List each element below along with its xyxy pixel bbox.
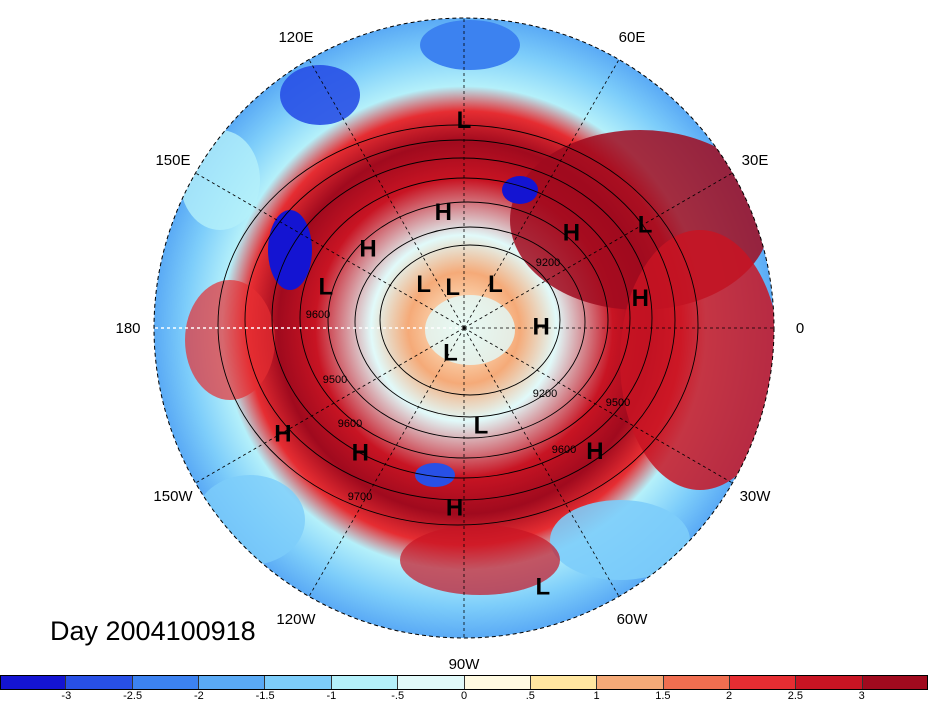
colorbar-segment bbox=[530, 675, 598, 689]
graticule bbox=[154, 18, 774, 638]
colorbar-tick-label: 2 bbox=[726, 690, 733, 702]
anomaly-blob bbox=[420, 20, 520, 70]
colorbar-tick-label: 1 bbox=[593, 690, 600, 702]
colorbar-tick-label: 1.5 bbox=[655, 690, 671, 702]
longitude-label: 150E bbox=[155, 152, 190, 169]
low-pressure-marker: L bbox=[318, 274, 333, 301]
colorbar bbox=[0, 675, 928, 689]
colorbar-segment bbox=[331, 675, 399, 689]
longitude-label: 30E bbox=[742, 152, 769, 169]
longitude-label: 120W bbox=[276, 611, 316, 628]
longitude-label: 90E bbox=[451, 0, 478, 1]
anomaly-blob bbox=[550, 500, 690, 580]
contour-label: 9700 bbox=[348, 491, 372, 503]
longitude-label: 180 bbox=[115, 320, 140, 337]
high-pressure-marker: H bbox=[435, 199, 452, 226]
longitude-label: 90W bbox=[449, 656, 481, 673]
colorbar-segment bbox=[0, 675, 67, 689]
anomaly-blob bbox=[280, 65, 360, 125]
colorbar-segment bbox=[265, 675, 332, 689]
high-pressure-marker: H bbox=[563, 219, 580, 246]
longitude-label: 150W bbox=[153, 488, 193, 505]
anomaly-blob bbox=[502, 176, 538, 204]
day-title: Day 2004100918 bbox=[50, 616, 256, 646]
longitude-label: 30W bbox=[740, 488, 772, 505]
contour-label: 9200 bbox=[533, 388, 557, 400]
colorbar-tick-label: 0 bbox=[460, 690, 468, 702]
contour-label: 9600 bbox=[338, 418, 362, 430]
colorbar-segment bbox=[862, 675, 928, 689]
anomaly-blob bbox=[185, 280, 275, 400]
contour-label: 9600 bbox=[552, 444, 576, 456]
low-pressure-marker: L bbox=[535, 574, 550, 601]
longitude-label: 60W bbox=[617, 611, 649, 628]
high-pressure-marker: H bbox=[352, 440, 369, 467]
colorbar-segment bbox=[66, 675, 133, 689]
low-pressure-marker: L bbox=[443, 340, 458, 367]
colorbar-segment bbox=[796, 675, 863, 689]
high-pressure-marker: H bbox=[533, 313, 550, 340]
colorbar-tick-label: -2 bbox=[194, 690, 204, 702]
high-pressure-marker: H bbox=[446, 495, 463, 522]
colorbar-segment bbox=[663, 675, 730, 689]
colorbar-tick-label: -1 bbox=[326, 690, 337, 702]
high-pressure-marker: H bbox=[274, 421, 291, 448]
colorbar-segment bbox=[132, 675, 200, 689]
colorbar-segment bbox=[199, 675, 266, 689]
colorbar-tick-label: -1.5 bbox=[255, 690, 275, 702]
colorbar-tick-label: 2.5 bbox=[787, 690, 804, 702]
colorbar-tick-label: -.5 bbox=[391, 690, 405, 702]
anomaly-blob bbox=[425, 295, 515, 365]
anomaly-blob bbox=[620, 230, 774, 490]
map-boundary bbox=[153, 17, 775, 639]
longitude-label: 120E bbox=[278, 29, 313, 46]
anomaly-blob bbox=[400, 525, 560, 595]
colorbar-tick-label: -2.5 bbox=[123, 690, 143, 702]
longitude-label: 0 bbox=[796, 320, 804, 337]
low-pressure-marker: L bbox=[457, 107, 472, 134]
contour-label: 9200 bbox=[536, 257, 560, 269]
colorbar-segment bbox=[729, 675, 797, 689]
low-pressure-marker: L bbox=[445, 274, 460, 301]
longitude-label: 60E bbox=[619, 29, 646, 46]
contour-label: 9500 bbox=[606, 397, 630, 409]
colorbar-tick-label: .5 bbox=[525, 690, 535, 702]
high-pressure-marker: H bbox=[632, 285, 649, 312]
contour-labels: 9600 9500 9600 9700 9200 9500 9200 9600 bbox=[306, 257, 630, 503]
low-pressure-marker: L bbox=[488, 271, 503, 298]
height-contours bbox=[217, 124, 699, 526]
colorbar-tick-label: -3 bbox=[61, 690, 72, 702]
high-pressure-marker: H bbox=[359, 236, 376, 263]
anomaly-blob bbox=[415, 463, 455, 487]
colorbar-segment bbox=[398, 675, 465, 689]
colorbar-tick-label: 3 bbox=[858, 690, 865, 702]
low-pressure-marker: L bbox=[416, 271, 431, 298]
low-pressure-marker: L bbox=[638, 212, 653, 239]
high-pressure-marker: H bbox=[586, 438, 603, 465]
colorbar-segment bbox=[597, 675, 664, 689]
contour-label: 9500 bbox=[323, 374, 347, 386]
low-pressure-marker: L bbox=[474, 412, 489, 439]
anomaly-blob bbox=[195, 475, 305, 565]
longitude-labels: 90E 60E 30E 0 30W 60W 90W 120W 150W 180 150E 120E bbox=[115, 0, 804, 673]
colorbar-segment bbox=[464, 675, 531, 689]
contour-label: 9600 bbox=[306, 309, 330, 321]
